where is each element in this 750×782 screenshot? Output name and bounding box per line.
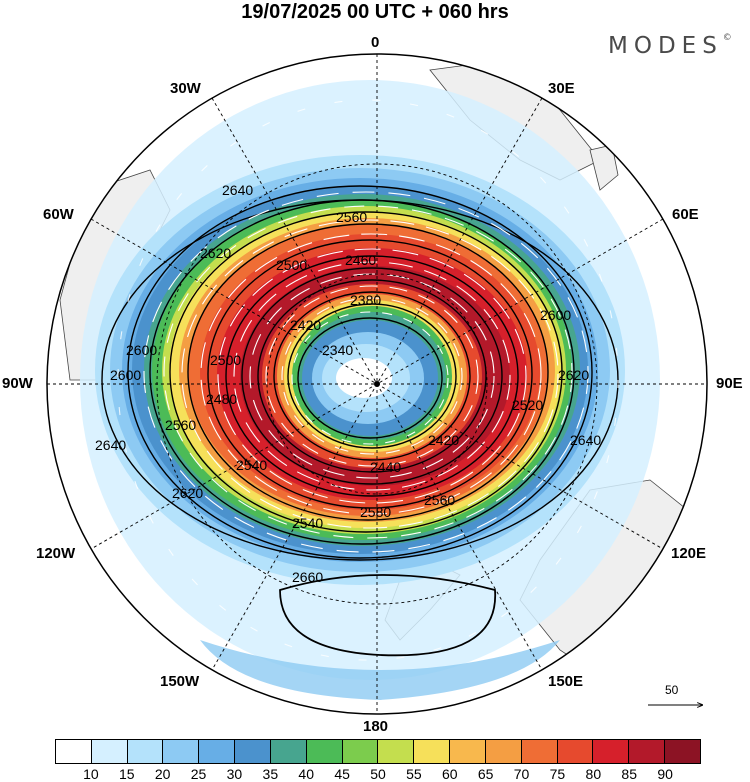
colorbar-swatch <box>199 740 236 763</box>
colorbar-tick-label: 65 <box>477 766 494 782</box>
colorbar-tick-label: 45 <box>334 766 350 782</box>
lon-label-0: 0 <box>371 34 380 51</box>
colorbar-tick-label: 90 <box>657 766 673 782</box>
colorbar-swatch <box>127 740 164 763</box>
contour-label: 2620 <box>200 245 231 261</box>
colorbar-swatch <box>163 740 200 763</box>
contour-label: 2460 <box>345 252 376 268</box>
contour-label-group: 2340 2380 2420 2460 2500 2540 2560 2580 … <box>95 182 601 585</box>
colorbar-tick-label: 80 <box>585 766 602 782</box>
contour-label: 2660 <box>292 569 323 585</box>
colorbar-swatch <box>378 740 415 763</box>
contour-label: 2640 <box>570 432 601 448</box>
colorbar-swatch <box>665 740 700 763</box>
band-10-core <box>336 358 392 398</box>
contour-label: 2560 <box>424 492 455 508</box>
contour-label: 2560 <box>336 209 367 225</box>
colorbar-tick-label: 70 <box>513 766 530 782</box>
lon-label-30e: 30E <box>548 80 575 97</box>
map-border <box>46 53 708 715</box>
lon-label-90e: 90E <box>716 375 743 392</box>
contour-label: 2600 <box>540 307 571 323</box>
colorbar <box>55 739 701 764</box>
contour-label: 2420 <box>428 432 459 448</box>
colorbar-tick-label: 20 <box>154 766 171 782</box>
colorbar-tick-label: 50 <box>370 766 386 782</box>
contour-label: 2620 <box>558 367 589 383</box>
lon-label-120w: 120W <box>36 545 76 562</box>
contour-label: 2500 <box>276 257 307 273</box>
colorbar-swatch <box>235 740 271 763</box>
colorbar-swatch <box>270 740 307 763</box>
colorbar-ticks: 10 15 20 25 30 35 40 45 50 55 60 65 70 75 80 85 90 <box>55 766 701 782</box>
contour-label: 2580 <box>360 504 391 520</box>
lon-label-90w: 90W <box>2 375 33 392</box>
colorbar-tick-label: 15 <box>118 766 135 782</box>
colorbar-swatch <box>306 740 343 763</box>
contour-label: 2560 <box>165 417 196 433</box>
colorbar-swatch <box>593 740 630 763</box>
lon-label-60e: 60E <box>672 206 699 223</box>
colorbar-swatch <box>91 740 128 763</box>
lon-label-150w: 150W <box>160 673 200 690</box>
lon-label-60w: 60W <box>43 206 74 223</box>
contour-label: 2640 <box>222 182 253 198</box>
colorbar-swatch <box>485 740 522 763</box>
contour-label: 2600 <box>110 367 141 383</box>
contour-label: 2340 <box>322 342 353 358</box>
colorbar-swatch <box>56 740 92 763</box>
contour-label: 2520 <box>512 397 543 413</box>
land-madagascar <box>589 144 619 191</box>
colorbar-tick-label: 40 <box>298 766 315 782</box>
colorbar-swatch <box>414 740 451 763</box>
colorbar-tick-label: 30 <box>226 766 243 782</box>
colorbar-swatch <box>521 740 558 763</box>
colorbar-tick-label: 10 <box>83 766 99 782</box>
brand-text: MODES <box>608 33 723 59</box>
band-lower-jet <box>200 640 560 700</box>
lon-label-30w: 30W <box>170 80 201 97</box>
contour-label: 2380 <box>350 292 381 308</box>
colorbar-swatch <box>450 740 486 763</box>
contour-label: 2420 <box>290 317 321 333</box>
colorbar-swatch <box>557 740 594 763</box>
wind-vectors <box>117 99 619 661</box>
colorbar-tick-label: 35 <box>262 766 279 782</box>
pole-marker <box>374 381 380 387</box>
contour-label: 2620 <box>172 485 203 501</box>
contour-label: 2440 <box>370 459 401 475</box>
copyright-mark: © <box>722 33 732 43</box>
colorbar-tick-label: 75 <box>549 766 566 782</box>
contour-label: 2480 <box>206 391 237 407</box>
contours <box>101 185 619 657</box>
colorbar-tick-label: 55 <box>406 766 422 782</box>
lon-label-180: 180 <box>363 718 389 735</box>
chart-title: 19/07/2025 00 UTC + 060 hrs <box>241 1 509 23</box>
colorbar-tick-label: 60 <box>441 766 458 782</box>
contour-label: 2500 <box>210 352 241 368</box>
contour-label: 2540 <box>236 457 267 473</box>
contour-label: 2640 <box>95 437 126 453</box>
lon-label-150e: 150E <box>548 673 584 690</box>
brand-logo: MODES© <box>608 33 732 59</box>
colorbar-tick-label: 25 <box>190 766 207 782</box>
colorbar-tick-label: 85 <box>621 766 638 782</box>
colorbar-swatch <box>629 740 666 763</box>
vector-legend-value: 50 <box>665 683 679 697</box>
colorbar-swatch <box>342 740 379 763</box>
contour-label: 2600 <box>126 342 157 358</box>
contour-label: 2540 <box>292 515 323 531</box>
lon-label-120e: 120E <box>671 545 707 562</box>
